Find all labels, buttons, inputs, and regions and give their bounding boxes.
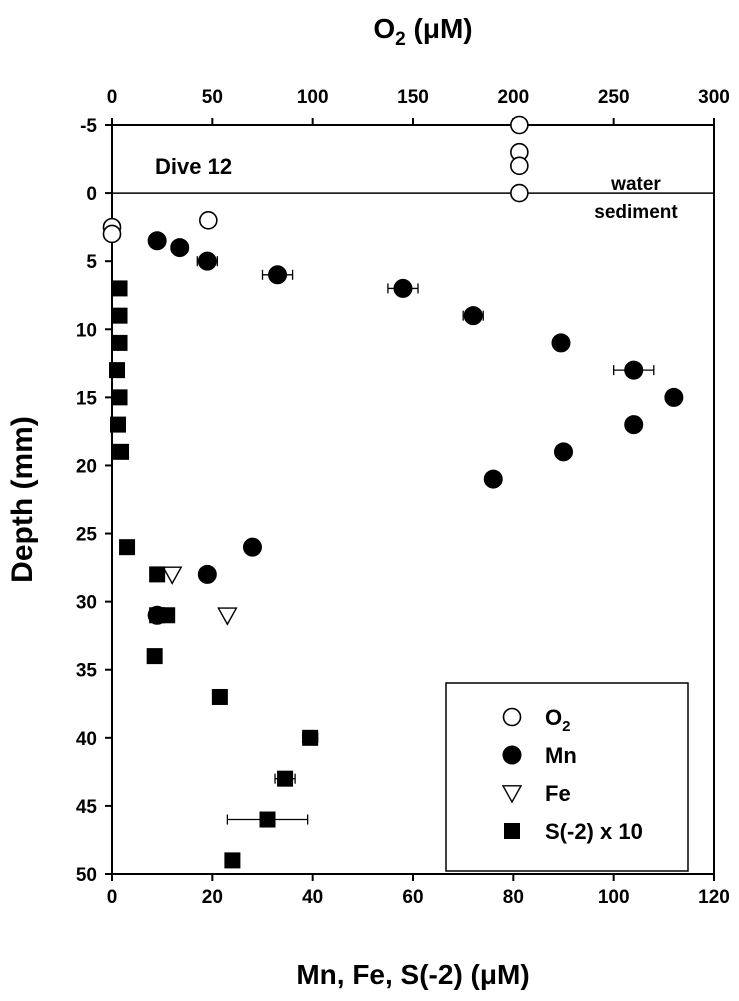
- data-point: [224, 852, 241, 869]
- water-label: water: [610, 174, 661, 195]
- data-point: [551, 333, 571, 353]
- data-point: [268, 265, 288, 285]
- data-point: [624, 360, 644, 380]
- data-point: [111, 280, 128, 297]
- y-axis-tick-label: -5: [80, 116, 97, 137]
- data-point: [664, 387, 684, 407]
- data-point: [149, 566, 166, 583]
- top-axis-tick-label: 100: [297, 87, 329, 108]
- legend: O2 Mn Fe S(-2) x 10: [445, 682, 689, 872]
- bottom-axis-tick-label: 100: [598, 887, 630, 908]
- data-point: [624, 415, 644, 435]
- top-axis-title: O2 (μM): [373, 13, 472, 50]
- top-axis-tick-label: 200: [497, 87, 529, 108]
- top-axis-title-sub: 2: [395, 29, 406, 50]
- top-axis-tick-label: 250: [598, 87, 630, 108]
- top-axis-title-tail: (μM): [406, 13, 473, 44]
- legend-marker: [502, 707, 522, 727]
- data-point: [463, 306, 483, 326]
- legend-label-sub: 2: [562, 718, 570, 735]
- y-axis-title: Depth (mm): [6, 416, 39, 583]
- data-layer: [102, 115, 684, 869]
- legend-label-main: S(-2) x 10: [545, 819, 643, 844]
- y-axis-tick-label: 45: [76, 797, 98, 818]
- legend-label: Mn: [545, 743, 577, 768]
- data-point: [554, 442, 573, 462]
- bottom-axis-tick-label: 60: [402, 887, 423, 908]
- data-point: [111, 334, 128, 351]
- data-point: [217, 607, 238, 626]
- legend-label-main: O: [545, 705, 562, 730]
- y-axis-tick-label: 20: [76, 456, 97, 477]
- sediment-label: sediment: [594, 202, 678, 223]
- data-point: [199, 211, 218, 230]
- legend-marker: [504, 823, 520, 839]
- data-point: [211, 688, 228, 705]
- series-o2: [102, 115, 529, 244]
- data-point: [170, 238, 190, 258]
- bottom-axis-tick-label: 20: [202, 887, 223, 908]
- top-axis-tick-label: 150: [397, 87, 429, 108]
- data-point: [510, 156, 529, 176]
- annotations-layer: Dive 12 water sediment: [112, 154, 714, 223]
- legend-label: Fe: [545, 781, 571, 806]
- data-point: [109, 362, 126, 379]
- y-axis-tick-label: 5: [86, 252, 97, 273]
- data-point: [102, 224, 122, 244]
- data-point: [242, 537, 262, 557]
- y-axis-tick-label: 40: [76, 729, 97, 750]
- bottom-axis-title: Mn, Fe, S(-2) (μM): [296, 959, 529, 990]
- data-point: [393, 278, 413, 298]
- data-point: [111, 307, 128, 324]
- series-mn: [147, 231, 684, 625]
- legend-label-main: Fe: [545, 781, 571, 806]
- top-axis-tick-label: 300: [698, 87, 730, 108]
- data-point: [159, 607, 176, 624]
- data-point: [510, 183, 529, 203]
- series-fe: [162, 566, 238, 626]
- y-axis-tick-label: 15: [76, 388, 98, 409]
- data-point: [510, 115, 529, 135]
- y-axis-tick-label: 35: [76, 661, 98, 682]
- top-axis-tick-label: 0: [107, 87, 118, 108]
- legend-label: S(-2) x 10: [545, 819, 643, 844]
- data-point: [259, 811, 276, 828]
- data-point: [113, 443, 130, 460]
- legend-marker: [501, 785, 523, 804]
- top-axis-title-main: O: [373, 13, 395, 44]
- dive-label: Dive 12: [155, 154, 232, 179]
- data-point: [483, 469, 503, 489]
- y-axis-tick-label: 10: [76, 320, 97, 341]
- data-point: [197, 251, 217, 271]
- top-axis-tick-label: 50: [202, 87, 223, 108]
- y-axis-tick-label: 50: [76, 865, 97, 886]
- data-point: [146, 648, 163, 665]
- y-axis-tick-label: 0: [86, 184, 97, 205]
- bottom-axis-tick-label: 0: [107, 887, 118, 908]
- bottom-axis-tick-label: 40: [302, 887, 323, 908]
- bottom-axis-tick-label: 120: [698, 887, 730, 908]
- series-s-2-x-10: [109, 280, 319, 869]
- data-point: [277, 770, 294, 787]
- data-point: [110, 416, 127, 433]
- data-point: [302, 729, 319, 746]
- legend-box: [445, 682, 689, 872]
- data-point: [197, 564, 217, 584]
- data-point: [162, 566, 183, 585]
- bottom-axis-tick-label: 80: [503, 887, 524, 908]
- legend-label: O2: [545, 705, 570, 735]
- y-axis-tick-label: 25: [76, 525, 98, 546]
- data-point: [147, 231, 167, 251]
- legend-marker: [502, 745, 522, 765]
- y-axis-tick-label: 30: [76, 593, 97, 614]
- legend-label-main: Mn: [545, 743, 577, 768]
- data-point: [119, 539, 136, 556]
- data-point: [111, 389, 128, 406]
